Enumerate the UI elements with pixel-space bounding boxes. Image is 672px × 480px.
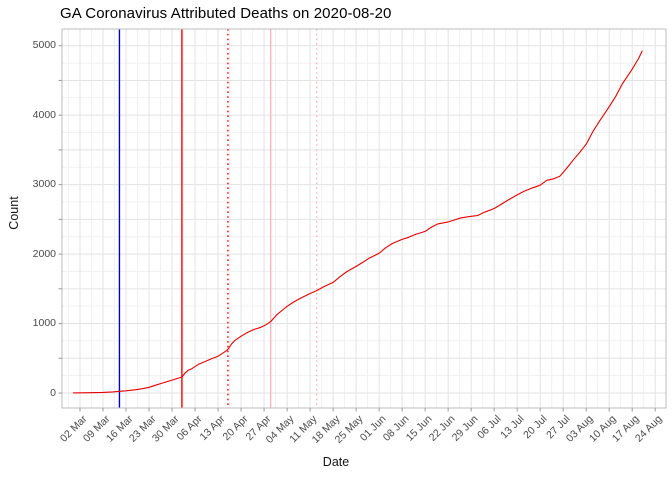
chart-title: GA Coronavirus Attributed Deaths on 2020… <box>60 5 392 22</box>
y-tick-label: 0 <box>50 386 56 399</box>
y-tick-label: 5000 <box>32 39 56 52</box>
panel-border <box>61 28 667 409</box>
data-line <box>72 50 643 394</box>
y-tick-label: 2000 <box>32 247 56 260</box>
y-tick-label: 4000 <box>32 108 56 121</box>
panel-background <box>62 29 666 408</box>
y-tick-label: 3000 <box>32 178 56 191</box>
x-axis-title: Date <box>322 455 350 469</box>
y-axis-title: Count <box>7 196 21 230</box>
y-tick-label: 1000 <box>32 317 56 330</box>
